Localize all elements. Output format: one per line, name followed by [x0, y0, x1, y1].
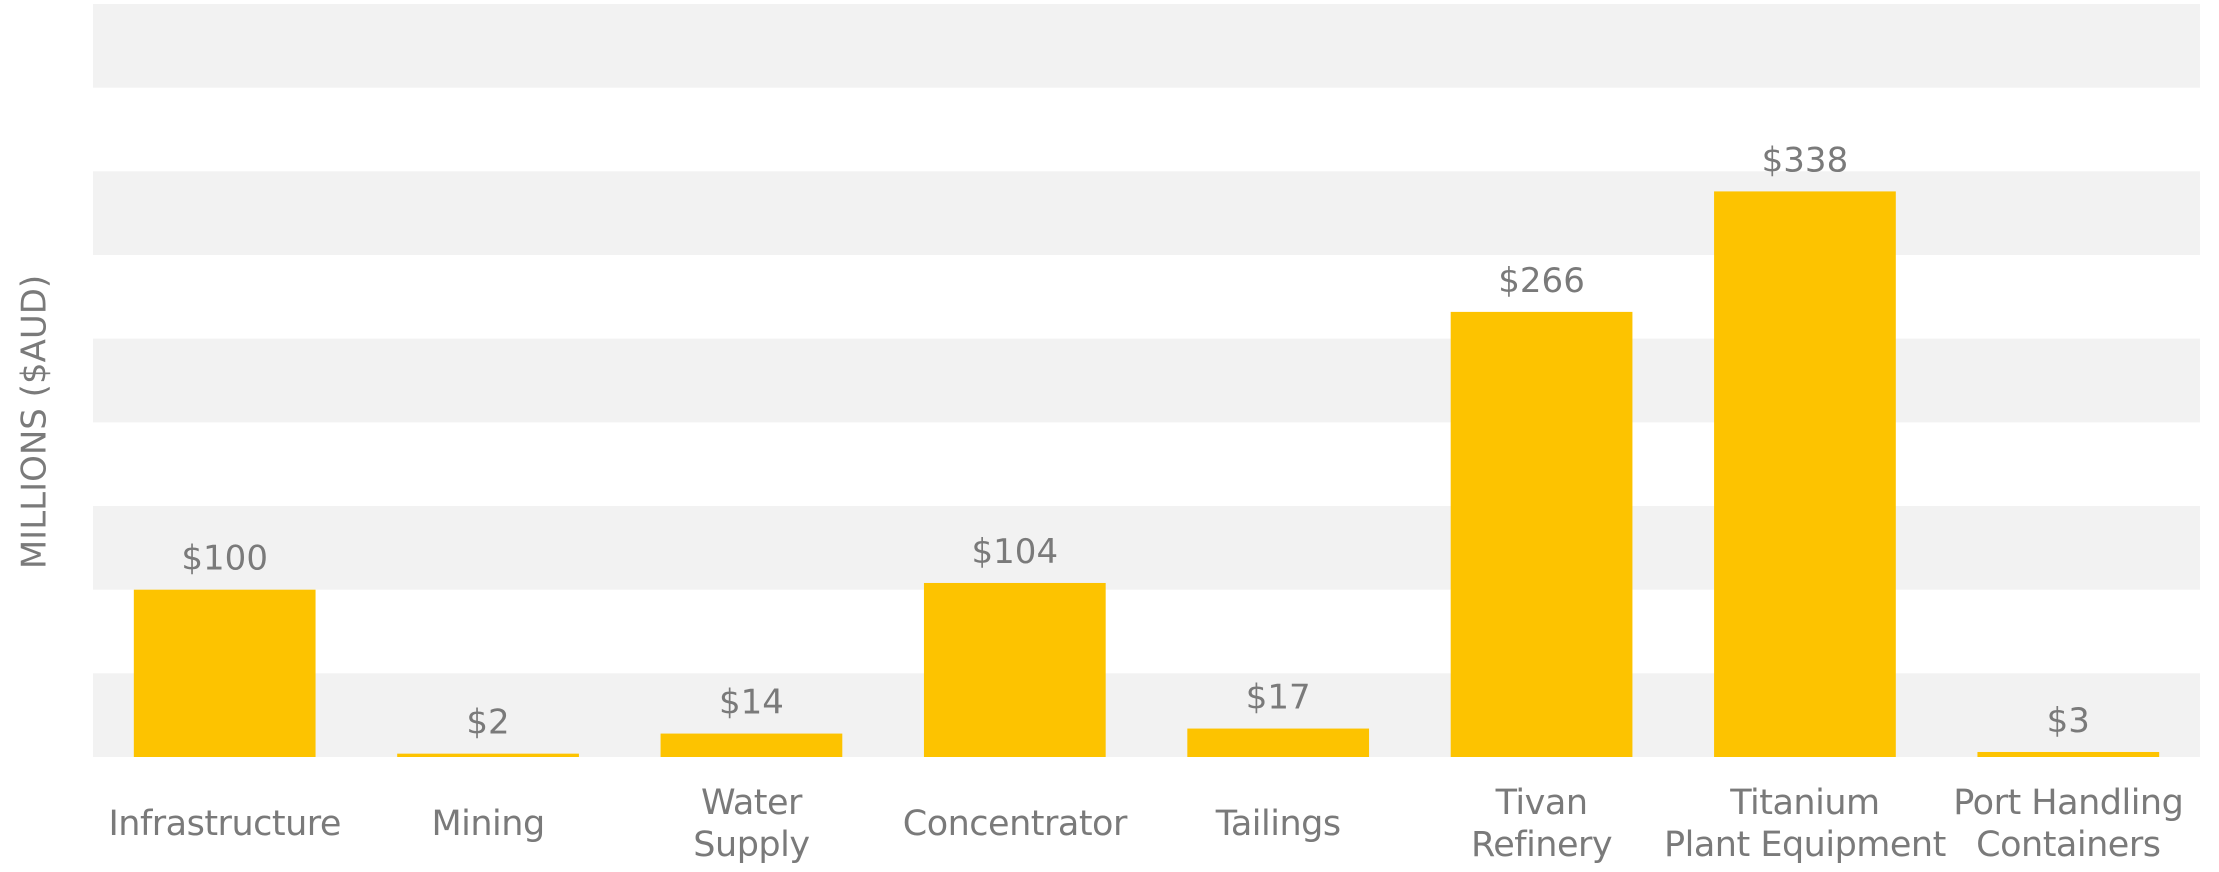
bar [923, 582, 1106, 757]
bar [660, 733, 843, 757]
y-axis-label: MILLIONS ($AUD) [15, 275, 55, 569]
x-tick-label: Water Supply [693, 783, 810, 865]
bar [1977, 751, 2160, 757]
x-tick-label: Port Handling Containers [1953, 783, 2184, 865]
value-label: $2 [466, 703, 509, 743]
bar [1187, 728, 1370, 757]
value-label: $100 [181, 539, 268, 579]
x-tick-label: Tailings [1215, 804, 1341, 844]
x-tick-label: Tivan Refinery [1470, 783, 1613, 865]
grid-band [93, 4, 2200, 88]
value-label: $17 [1246, 678, 1311, 718]
value-label: $338 [1762, 140, 1849, 180]
x-tick-label: Concentrator [902, 804, 1128, 844]
bar [1450, 311, 1633, 757]
x-tick-label: Titanium Plant Equipment [1664, 783, 1946, 865]
value-label: $14 [719, 683, 784, 723]
bar [133, 589, 316, 757]
bar [397, 753, 579, 757]
value-label: $266 [1498, 261, 1585, 301]
value-label: $3 [2047, 701, 2090, 741]
bar [1714, 191, 1896, 757]
x-tick-label: Infrastructure [108, 804, 341, 844]
x-tick-label: Mining [431, 804, 545, 844]
value-label: $104 [972, 532, 1059, 572]
